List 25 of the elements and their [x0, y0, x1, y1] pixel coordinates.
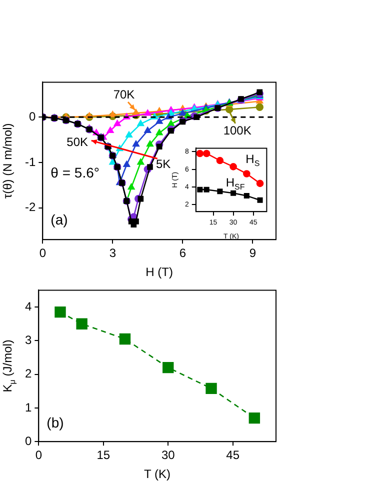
x-axis-title: H (T) [146, 265, 173, 280]
y-axis-title: τ(θ) (N m/mol) [0, 123, 15, 199]
x-tick-label: 3 [109, 246, 116, 260]
y-tick-label: 1 [24, 400, 32, 414]
annotation: θ = 5.6° [50, 164, 100, 180]
annotation: 70K [113, 87, 135, 102]
x-tick-label: 0 [39, 246, 46, 260]
annotation: 5K [156, 156, 171, 171]
y-tick-label: 3 [24, 332, 32, 347]
annotation: 50K [66, 134, 88, 149]
annotation: (b) [46, 414, 64, 430]
y-tick-label: 2 [24, 366, 32, 381]
y-tick-label: 0 [28, 109, 36, 124]
y-tick-label: -2 [25, 200, 36, 214]
annotation: 100K [223, 124, 252, 138]
annotation: (a) [50, 212, 68, 228]
x-tick-label: 45 [226, 448, 240, 462]
y-tick-label: 0 [24, 434, 32, 448]
x-axis-title: T (K) [144, 467, 170, 482]
x-tick-label: 9 [249, 246, 256, 260]
y-tick-label: -1 [25, 154, 36, 169]
x-tick-label: 15 [96, 448, 110, 462]
y-tick-label: 4 [24, 299, 32, 314]
y-axis-title: Kμ (J/mol) [0, 340, 17, 392]
x-tick-label: 30 [161, 448, 176, 462]
